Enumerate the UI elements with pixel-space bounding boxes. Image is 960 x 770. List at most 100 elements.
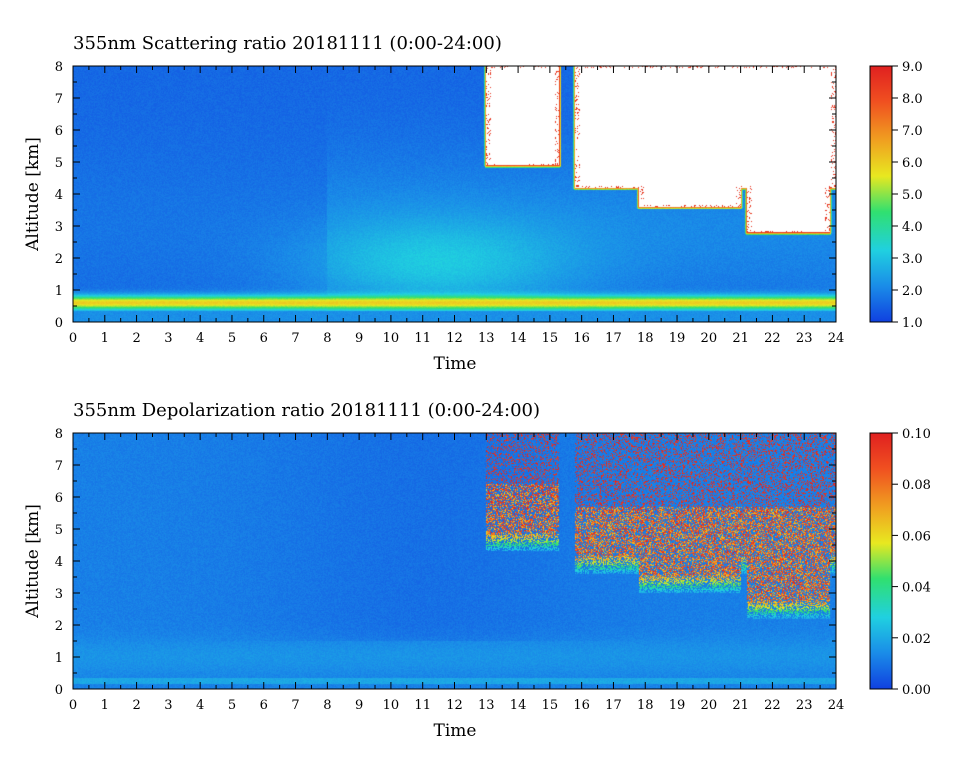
x-tick-label: 0 — [69, 331, 77, 346]
depolarization-ratio-xlabel: Time — [434, 721, 477, 741]
x-tick-label: 8 — [323, 331, 331, 346]
x-tick-label: 4 — [196, 331, 204, 346]
depolarization-ratio-heatmap — [73, 433, 836, 689]
x-tick-label: 22 — [764, 698, 781, 713]
x-tick-label: 5 — [228, 698, 236, 713]
x-tick-label: 3 — [164, 698, 172, 713]
x-tick-label: 20 — [701, 698, 718, 713]
x-tick-label: 15 — [542, 331, 559, 346]
x-tick-label: 9 — [355, 698, 363, 713]
x-tick-label: 8 — [323, 698, 331, 713]
y-tick-label: 0 — [55, 683, 63, 698]
colorbar-tick-label: 5.0 — [902, 188, 923, 203]
scattering-ratio-xlabel: Time — [434, 354, 477, 374]
x-tick-label: 10 — [383, 331, 400, 346]
colorbar-tick-label: 8.0 — [902, 92, 923, 107]
y-tick-label: 1 — [55, 284, 63, 299]
y-tick-label: 7 — [55, 459, 63, 474]
y-tick-label: 7 — [55, 92, 63, 107]
colorbar-tick-label: 2.0 — [902, 284, 923, 299]
scattering-ratio-colorbar — [869, 65, 893, 323]
x-tick-label: 18 — [637, 331, 654, 346]
y-tick-label: 5 — [55, 523, 63, 538]
x-tick-label: 2 — [132, 331, 140, 346]
x-tick-label: 18 — [637, 698, 654, 713]
x-tick-label: 0 — [69, 698, 77, 713]
x-tick-label: 13 — [478, 331, 495, 346]
colorbar-tick-label: 4.0 — [902, 220, 923, 235]
colorbar-tick-label: 9.0 — [902, 60, 923, 75]
x-tick-label: 4 — [196, 698, 204, 713]
x-tick-label: 7 — [291, 698, 299, 713]
x-tick-label: 14 — [510, 698, 527, 713]
x-tick-label: 11 — [414, 698, 431, 713]
y-tick-label: 2 — [55, 252, 63, 267]
x-tick-label: 10 — [383, 698, 400, 713]
x-tick-label: 22 — [764, 331, 781, 346]
x-tick-label: 17 — [605, 698, 622, 713]
depolarization-ratio-colorbar — [869, 432, 893, 690]
y-tick-label: 6 — [55, 491, 63, 506]
colorbar-tick-label: 6.0 — [902, 156, 923, 171]
x-tick-label: 24 — [828, 331, 845, 346]
y-tick-label: 2 — [55, 619, 63, 634]
colorbar-tick-label: 0.00 — [902, 683, 931, 698]
colorbar-tick-label: 1.0 — [902, 316, 923, 331]
y-tick-label: 0 — [55, 316, 63, 331]
scattering-ratio-axes: 0 1 2 3 4 5 6 7 8 9 10 11 12 13 14 15 16 17 18 19 20 21 22 23 24… — [55, 60, 845, 346]
y-tick-label: 5 — [55, 156, 63, 171]
scattering-ratio-heatmap — [73, 66, 836, 322]
y-tick-label: 3 — [55, 220, 63, 235]
x-tick-label: 3 — [164, 331, 172, 346]
x-tick-label: 12 — [446, 698, 463, 713]
colorbar-tick-label: 0.06 — [902, 529, 931, 544]
scattering-ratio-panel: 355nm Scattering ratio 20181111 (0:00-24… — [23, 33, 923, 374]
x-tick-label: 6 — [260, 698, 268, 713]
x-tick-label: 9 — [355, 331, 363, 346]
x-tick-label: 19 — [669, 698, 686, 713]
y-tick-label: 8 — [55, 60, 63, 75]
depolarization-ratio-colorbar-ticks: 0.00 0.02 0.04 0.06 0.08 0.10 — [892, 427, 931, 698]
x-tick-label: 1 — [101, 698, 109, 713]
y-tick-label: 4 — [55, 188, 63, 203]
x-tick-label: 19 — [669, 331, 686, 346]
colorbar-tick-label: 3.0 — [902, 252, 923, 267]
colorbar-tick-label: 0.02 — [902, 632, 931, 647]
depolarization-ratio-ylabel: Altitude [km] — [23, 504, 43, 619]
x-tick-label: 21 — [732, 698, 749, 713]
x-tick-label: 17 — [605, 331, 622, 346]
x-tick-label: 14 — [510, 331, 527, 346]
x-tick-label: 21 — [732, 331, 749, 346]
x-tick-label: 23 — [796, 331, 813, 346]
colorbar-tick-label: 0.08 — [902, 478, 931, 493]
y-tick-label: 8 — [55, 427, 63, 442]
x-tick-label: 24 — [828, 698, 845, 713]
x-tick-label: 23 — [796, 698, 813, 713]
x-tick-label: 2 — [132, 698, 140, 713]
scattering-ratio-ylabel: Altitude [km] — [23, 137, 43, 252]
x-tick-label: 1 — [101, 331, 109, 346]
depolarization-ratio-panel: 355nm Depolarization ratio 20181111 (0:0… — [23, 400, 931, 741]
colorbar-tick-label: 0.10 — [902, 427, 931, 442]
x-tick-label: 12 — [446, 331, 463, 346]
x-tick-label: 13 — [478, 698, 495, 713]
colorbar-tick-label: 7.0 — [902, 124, 923, 139]
x-tick-label: 20 — [701, 331, 718, 346]
depolarization-ratio-title: 355nm Depolarization ratio 20181111 (0:0… — [73, 400, 540, 421]
y-tick-label: 1 — [55, 651, 63, 666]
x-tick-label: 16 — [573, 331, 590, 346]
y-tick-label: 3 — [55, 587, 63, 602]
x-tick-label: 7 — [291, 331, 299, 346]
x-tick-label: 15 — [542, 698, 559, 713]
x-tick-label: 6 — [260, 331, 268, 346]
x-tick-label: 11 — [414, 331, 431, 346]
x-tick-label: 16 — [573, 698, 590, 713]
depolarization-ratio-axes: 0 1 2 3 4 5 6 7 8 9 10 11 12 13 14 15 16 17 18 19 20 21 22 23 24… — [55, 427, 845, 713]
scattering-ratio-title: 355nm Scattering ratio 20181111 (0:00-24… — [73, 33, 502, 54]
y-tick-label: 4 — [55, 555, 63, 570]
y-tick-label: 6 — [55, 124, 63, 139]
x-tick-label: 5 — [228, 331, 236, 346]
scattering-ratio-colorbar-ticks: 1.0 2.0 3.0 4.0 5.0 6.0 7.0 8.0 9.0 — [892, 60, 923, 331]
colorbar-tick-label: 0.04 — [902, 581, 931, 596]
